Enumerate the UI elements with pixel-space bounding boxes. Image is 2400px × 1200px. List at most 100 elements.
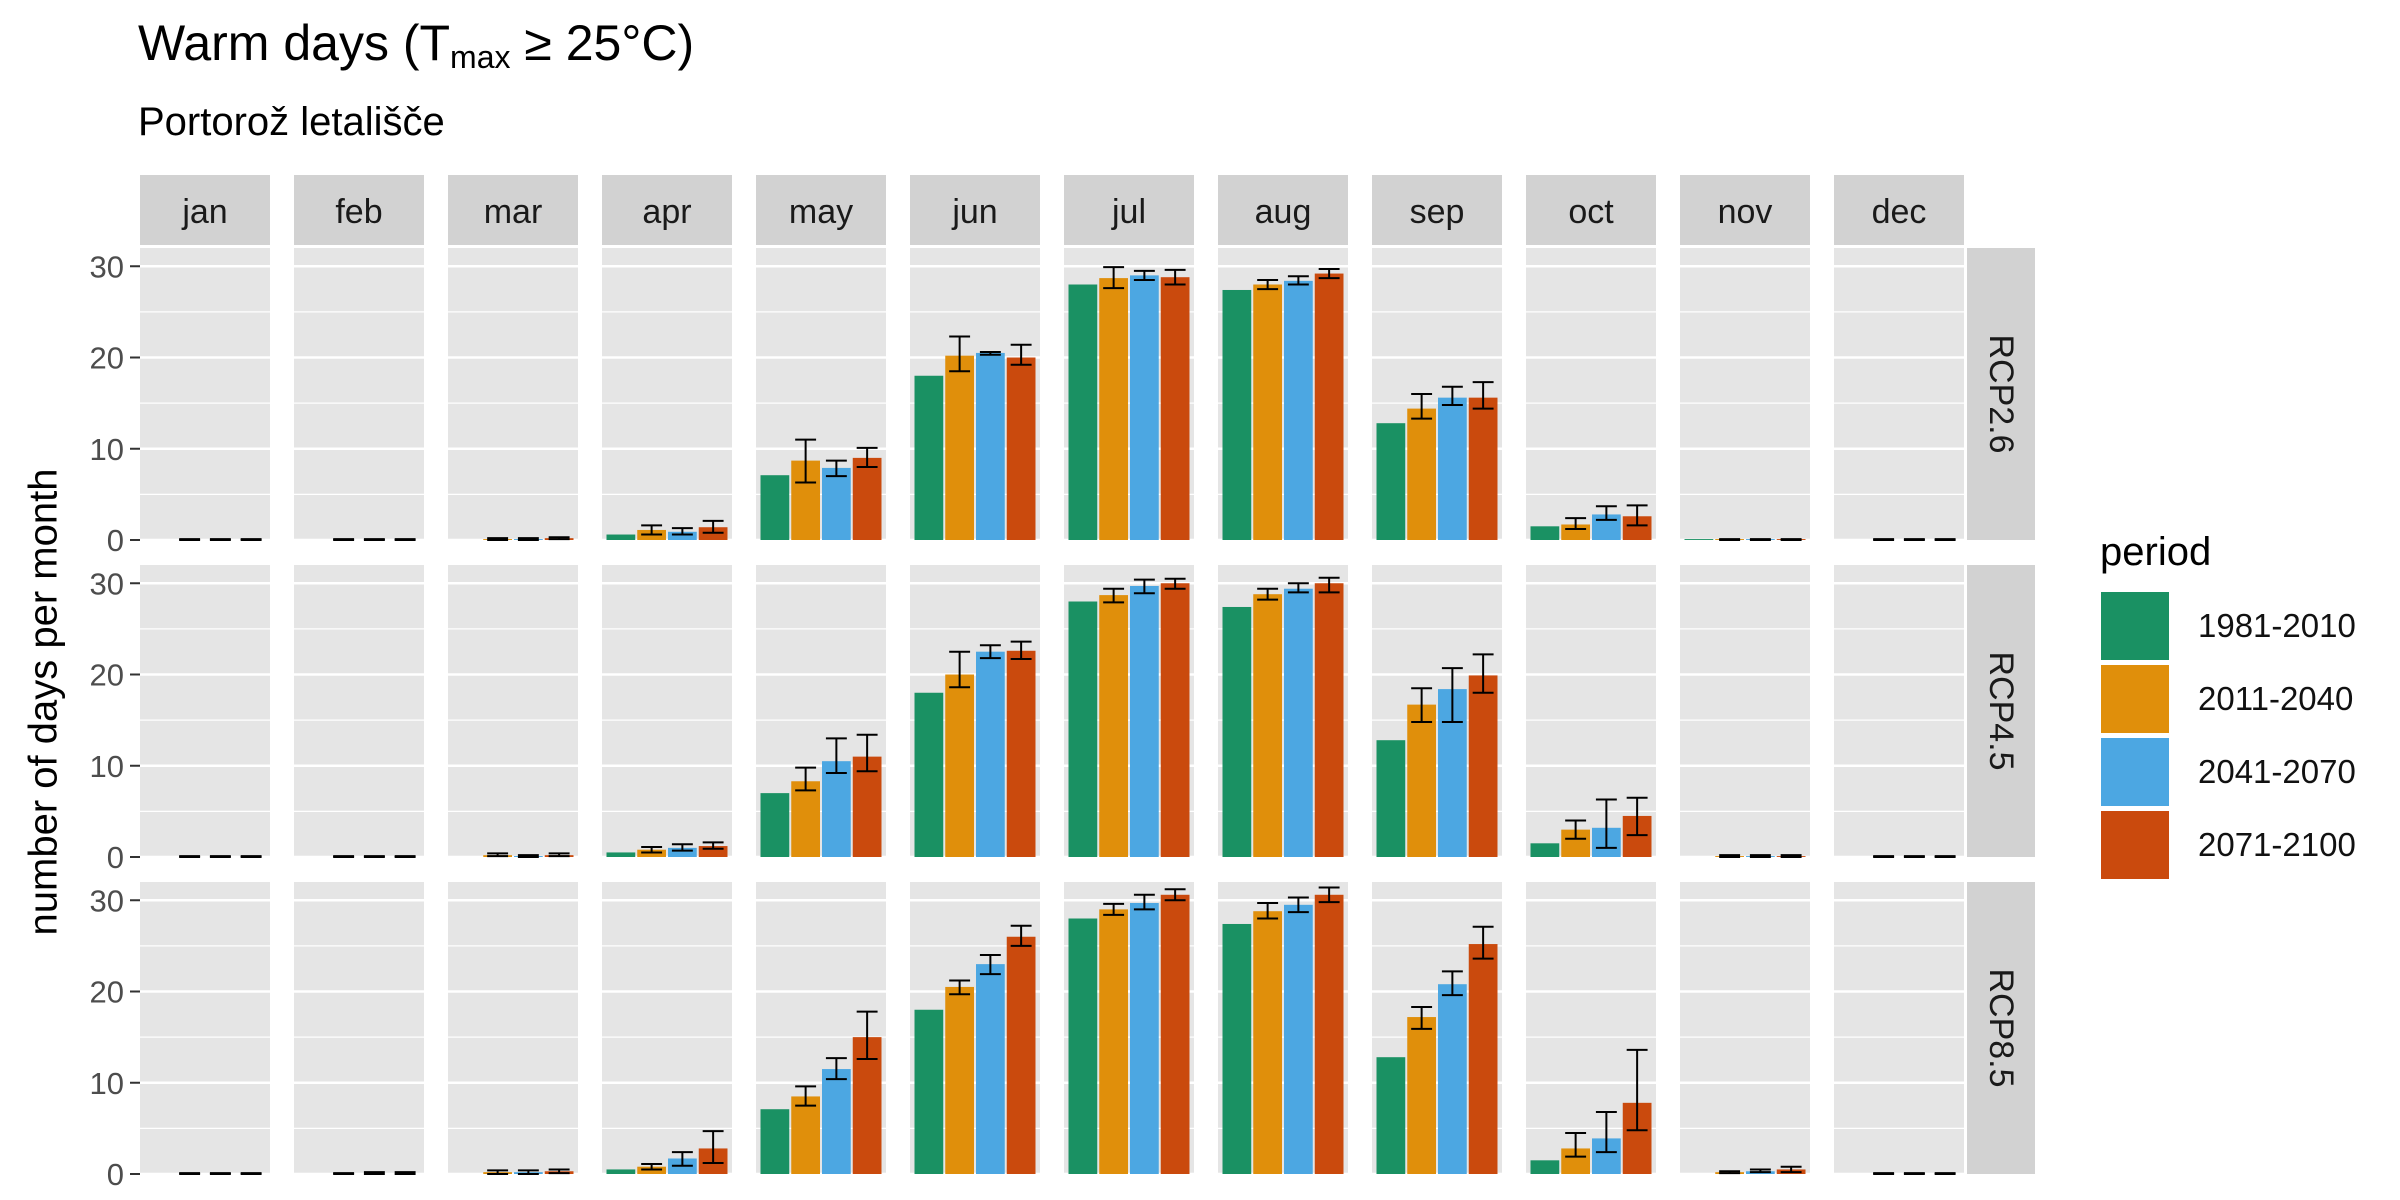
bar — [1099, 595, 1128, 857]
panel-RCP2.6-dec — [1834, 248, 1964, 540]
strip-oct — [1526, 175, 1656, 245]
bar — [668, 531, 697, 540]
bar — [1253, 594, 1282, 857]
bar — [945, 986, 974, 1174]
bar — [791, 781, 820, 857]
y-tick-label: 10 — [90, 749, 124, 784]
chart-subtitle: Portorož letališče — [138, 100, 445, 144]
strip-label-jun: jun — [951, 193, 997, 231]
bar — [1284, 280, 1313, 540]
y-tick-label: 0 — [107, 523, 124, 558]
bar — [1376, 423, 1406, 540]
bar — [606, 852, 636, 857]
strip-feb — [294, 175, 424, 245]
bar — [914, 692, 944, 857]
strip-label-apr: apr — [642, 193, 691, 231]
strip-label-dec: dec — [1872, 193, 1927, 231]
bar — [1099, 909, 1128, 1174]
bar — [1222, 923, 1252, 1174]
bar — [791, 1096, 820, 1174]
bar — [1468, 675, 1498, 857]
panel-RCP8.5-dec — [1834, 882, 1964, 1174]
strip-label-feb: feb — [335, 193, 382, 231]
bar — [976, 352, 1005, 540]
y-tick-label: 20 — [90, 658, 124, 693]
bar — [1160, 277, 1190, 540]
strip-may — [756, 175, 886, 245]
panel-RCP4.5-jan — [140, 565, 270, 857]
strip-label-jan: jan — [181, 193, 227, 231]
strip-label-jul: jul — [1111, 193, 1146, 231]
bar — [852, 457, 882, 540]
bar — [822, 761, 851, 857]
bar — [760, 793, 790, 857]
bar — [1530, 526, 1560, 540]
bar — [1253, 284, 1282, 540]
legend-item-2011-2040: 2011-2040 — [2100, 662, 2356, 735]
bar — [1314, 583, 1344, 857]
bar — [1468, 944, 1498, 1174]
bar — [945, 674, 974, 857]
y-tick-label: 10 — [90, 432, 124, 467]
panel-RCP4.5-nov — [1680, 565, 1810, 857]
legend-label: 2011-2040 — [2198, 679, 2354, 717]
bar — [1407, 704, 1436, 857]
bar — [760, 1109, 790, 1174]
strip-jan — [140, 175, 270, 245]
bar — [1130, 902, 1159, 1174]
bar — [1284, 588, 1313, 857]
legend-label: 2071-2100 — [2198, 825, 2356, 863]
strip-label-sep: sep — [1410, 193, 1465, 231]
strip-dec — [1834, 175, 1964, 245]
y-tick-label: 30 — [90, 249, 124, 284]
bar — [1160, 583, 1190, 857]
bar — [976, 964, 1005, 1174]
legend-label: 1981-2010 — [2198, 606, 2356, 644]
bar — [1006, 650, 1036, 857]
bar — [914, 375, 944, 540]
bar — [1253, 911, 1282, 1174]
strip-sep — [1372, 175, 1502, 245]
bar — [1407, 408, 1436, 540]
chart-title: Warm days (Tmax ≥ 25°C) — [138, 15, 695, 75]
bar — [914, 1009, 944, 1174]
panel-RCP2.6-oct — [1526, 248, 1656, 540]
panel-RCP4.5-apr — [602, 565, 732, 857]
panel-RCP2.6-feb — [294, 248, 424, 540]
bar — [1099, 278, 1128, 540]
strip-label-RCP2.6: RCP2.6 — [1982, 334, 2020, 453]
bar — [1314, 894, 1344, 1174]
panel-RCP8.5-jan — [140, 882, 270, 1174]
bar — [668, 847, 697, 857]
bar — [1622, 516, 1652, 540]
strip-aug — [1218, 175, 1348, 245]
bar — [1407, 1017, 1436, 1174]
strip-label-oct: oct — [1568, 193, 1614, 231]
strip-RCP4.5 — [1967, 565, 2035, 857]
bar — [606, 1169, 636, 1174]
bar — [1222, 289, 1252, 540]
bar — [852, 756, 882, 857]
legend-title: period — [2100, 530, 2212, 574]
bar — [976, 651, 1005, 857]
strip-label-may: may — [789, 193, 853, 231]
bar — [760, 475, 790, 540]
bar — [606, 534, 636, 540]
bar — [1530, 843, 1560, 857]
bar — [1130, 275, 1159, 540]
bar — [1068, 601, 1098, 857]
strip-label-RCP8.5: RCP8.5 — [1982, 968, 2020, 1087]
bar — [1068, 284, 1098, 540]
bar — [1314, 273, 1344, 540]
bar — [1222, 606, 1252, 857]
bar — [1006, 936, 1036, 1174]
y-tick-label: 30 — [90, 883, 124, 918]
panel-RCP4.5-dec — [1834, 565, 1964, 857]
panel-RCP2.6-jan — [140, 248, 270, 540]
strip-apr — [602, 175, 732, 245]
strip-nov — [1680, 175, 1810, 245]
legend-key-1981-2010 — [2100, 590, 2170, 661]
bar — [1468, 397, 1498, 540]
y-tick-label: 10 — [90, 1066, 124, 1101]
